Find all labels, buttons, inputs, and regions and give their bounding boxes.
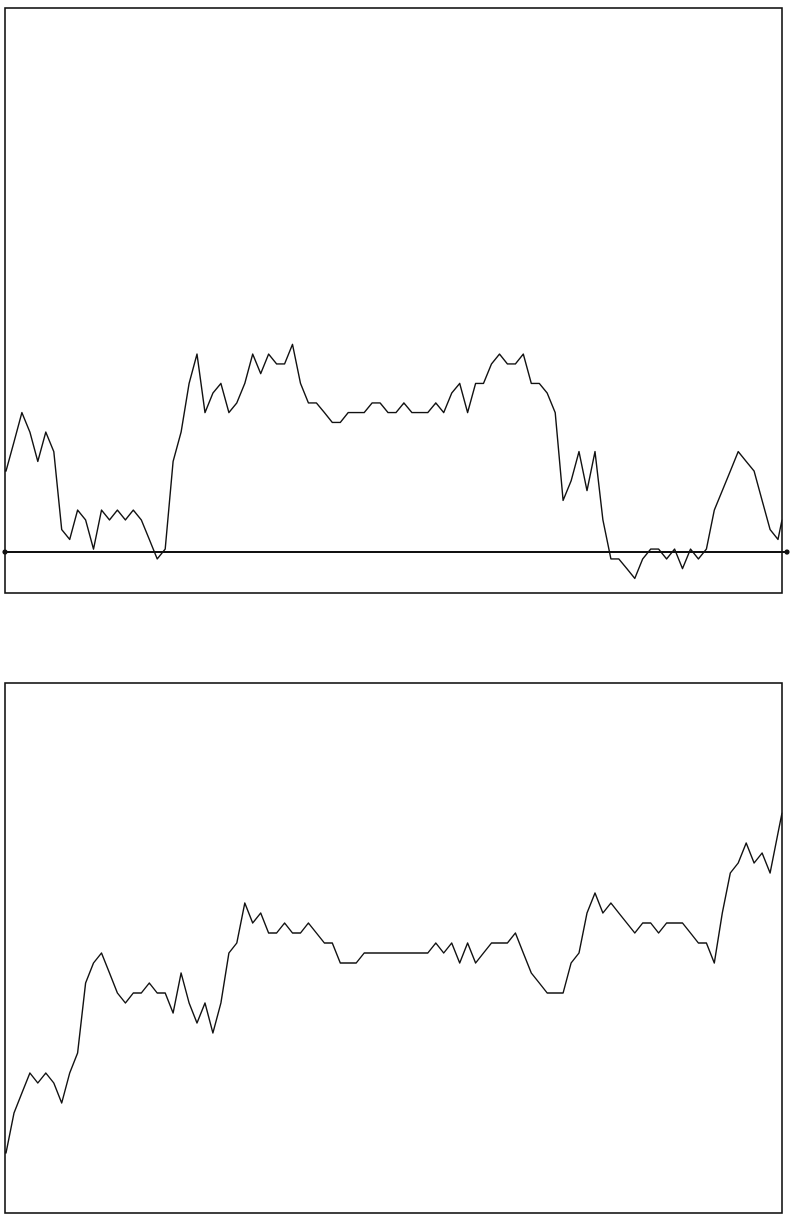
series-line-top xyxy=(5,343,783,580)
chart-panel-bottom xyxy=(4,682,783,1214)
baseline-left-dot xyxy=(2,549,8,555)
chart-panel-top xyxy=(2,7,790,594)
series-trace-bottom-group xyxy=(5,812,783,1154)
plot-frame-bottom xyxy=(4,682,783,1214)
series-line-bottom xyxy=(5,812,783,1154)
plot-frame-top xyxy=(4,7,783,594)
series-trace-top-group xyxy=(5,343,783,580)
baseline-right-dot xyxy=(784,549,790,555)
